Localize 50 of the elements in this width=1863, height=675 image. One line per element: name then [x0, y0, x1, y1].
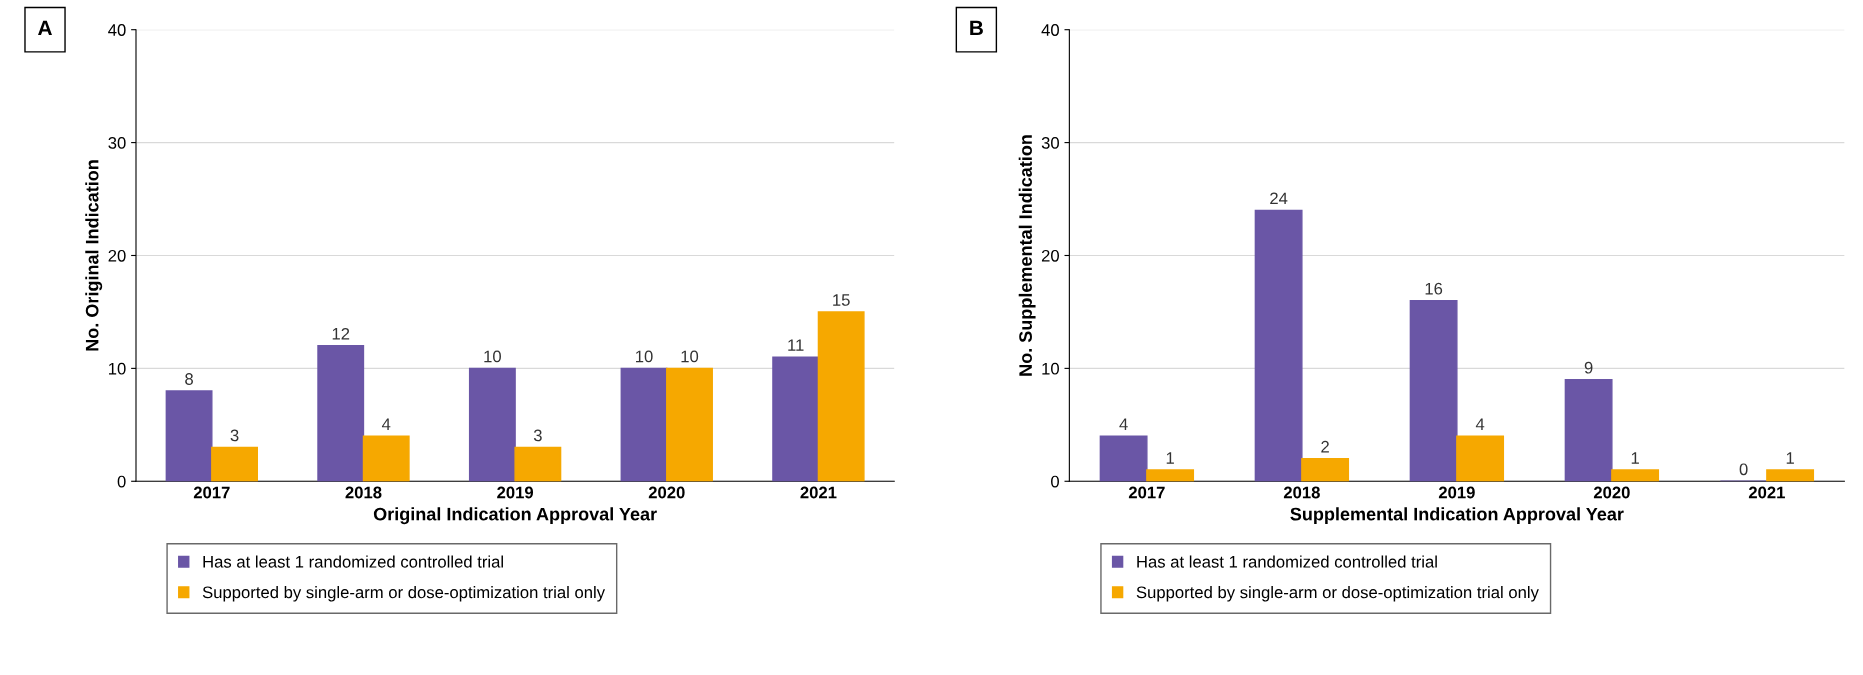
x-tick-label: 2017 [193, 486, 230, 499]
y-tick-label: 30 [1041, 136, 1059, 149]
data-label: 3 [533, 429, 542, 442]
y-tick-label: 10 [1042, 362, 1059, 375]
legend-label: Has at least 1 randomized controlled trial [1137, 555, 1437, 568]
data-label: 9 [1584, 361, 1593, 374]
x-axis-title: Supplemental Indication Approval Year [1290, 507, 1624, 525]
x-tick-label: 2018 [1283, 486, 1320, 499]
y-tick-label: 10 [109, 362, 126, 375]
data-label: 12 [332, 327, 350, 340]
x-tick-label: 2020 [648, 486, 685, 499]
data-label: 16 [1425, 282, 1443, 295]
data-label: 1 [1631, 452, 1639, 464]
data-label: 4 [381, 418, 391, 430]
x-tick-label: 2019 [1438, 486, 1475, 499]
y-tick-label: 0 [1051, 475, 1059, 488]
data-label: 1 [1786, 452, 1794, 464]
y-tick-label: 20 [108, 249, 126, 262]
data-label: 0 [1739, 463, 1748, 476]
text: A [38, 20, 52, 36]
y-tick-label: 20 [1041, 249, 1059, 262]
data-label: 11 [788, 339, 804, 351]
x-tick-label: 2020 [1593, 486, 1630, 499]
data-label: 1 [1166, 452, 1174, 464]
data-label: 3 [230, 429, 239, 442]
text: B [970, 20, 983, 36]
x-tick-label: 2021 [800, 486, 837, 499]
y-tick-label: 40 [1041, 24, 1059, 36]
x-tick-label: 2021 [1748, 486, 1785, 499]
data-label: 2 [1321, 440, 1329, 453]
data-label: 10 [636, 350, 653, 363]
data-label: 4 [1119, 418, 1128, 430]
legend-label: Supported by single-arm or dose-optimization trial only [202, 586, 606, 602]
data-label: 4 [1475, 418, 1485, 430]
data-label: 24 [1270, 192, 1288, 205]
y-tick-label: 30 [108, 136, 126, 149]
y-tick-label: 40 [108, 24, 126, 36]
x-tick-label: 2019 [497, 486, 534, 499]
data-label: 8 [185, 373, 193, 385]
legend-label: Supported by single-arm or dose-optimization trial only [1136, 586, 1539, 602]
y-axis-title: No. Supplemental Indication [1018, 135, 1036, 376]
data-label: 10 [681, 350, 699, 363]
legend-label: Has at least 1 randomized controlled trial [203, 555, 503, 568]
x-tick-label: 2017 [1128, 486, 1165, 499]
x-tick-label: 2018 [345, 486, 382, 499]
y-axis-title: No. Original Indication [85, 160, 103, 351]
x-axis-title: Original Indication Approval Year [373, 507, 657, 525]
y-tick-label: 0 [117, 475, 126, 488]
data-label: 10 [484, 350, 501, 363]
data-label: 15 [833, 294, 850, 306]
